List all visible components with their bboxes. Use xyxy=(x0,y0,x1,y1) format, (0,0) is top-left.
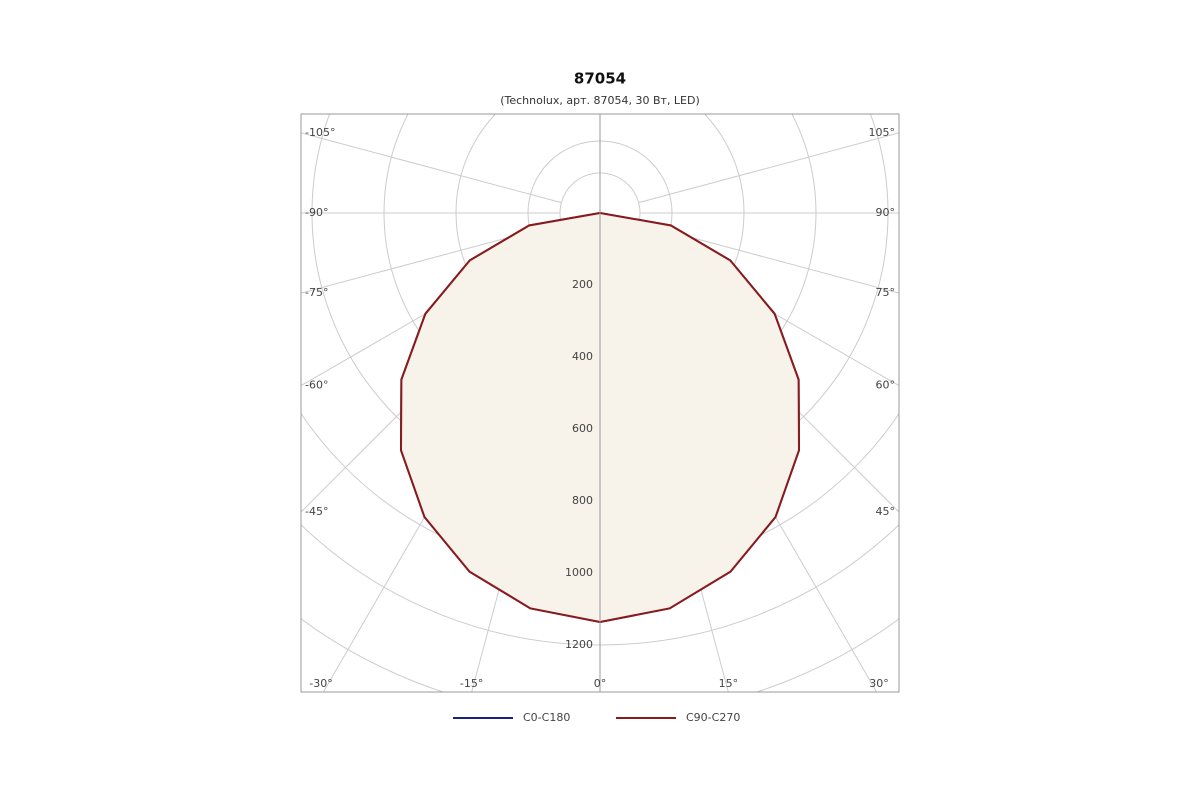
angle-tick-label: 75° xyxy=(876,286,896,299)
labels: -105° -90° -75° -60° -45° -30° -15° 0° 15° 30° 45°… xyxy=(305,126,895,690)
legend-label: C90-C270 xyxy=(686,711,740,724)
r-tick-label: 600 xyxy=(572,422,593,435)
angle-tick-label: -60° xyxy=(305,379,328,392)
angle-tick-label: 45° xyxy=(876,505,896,518)
r-tick-label: 1000 xyxy=(565,566,593,579)
angle-tick-label: 60° xyxy=(876,379,896,392)
grid-ray xyxy=(638,132,899,204)
angle-tick-label: -90° xyxy=(305,206,328,219)
r-tick-label: 200 xyxy=(572,278,593,291)
r-tick-label: 1200 xyxy=(565,638,593,651)
r-tick-label: 400 xyxy=(572,350,593,363)
angle-tick-label: 15° xyxy=(719,677,739,690)
angle-tick-label: 0° xyxy=(594,677,607,690)
plot-frame xyxy=(300,113,900,693)
r-tick-label: 800 xyxy=(572,494,593,507)
r-tick-label: 1600 xyxy=(565,782,593,795)
angle-tick-label: 105° xyxy=(869,126,896,139)
angle-tick-label: 30° xyxy=(869,677,889,690)
legend-label: C0-C180 xyxy=(523,711,570,724)
angle-tick-label: -105° xyxy=(305,126,335,139)
chart-title: 87054 xyxy=(574,70,626,88)
chart-subtitle: (Technolux, арт. 87054, 30 Вт, LED) xyxy=(500,94,700,107)
angle-tick-label: -45° xyxy=(305,505,328,518)
angle-tick-label: -15° xyxy=(460,677,483,690)
angle-tick-label: 90° xyxy=(876,206,896,219)
angle-tick-label: -75° xyxy=(305,286,328,299)
angle-tick-label: -30° xyxy=(309,677,332,690)
grid-ray xyxy=(301,132,562,204)
